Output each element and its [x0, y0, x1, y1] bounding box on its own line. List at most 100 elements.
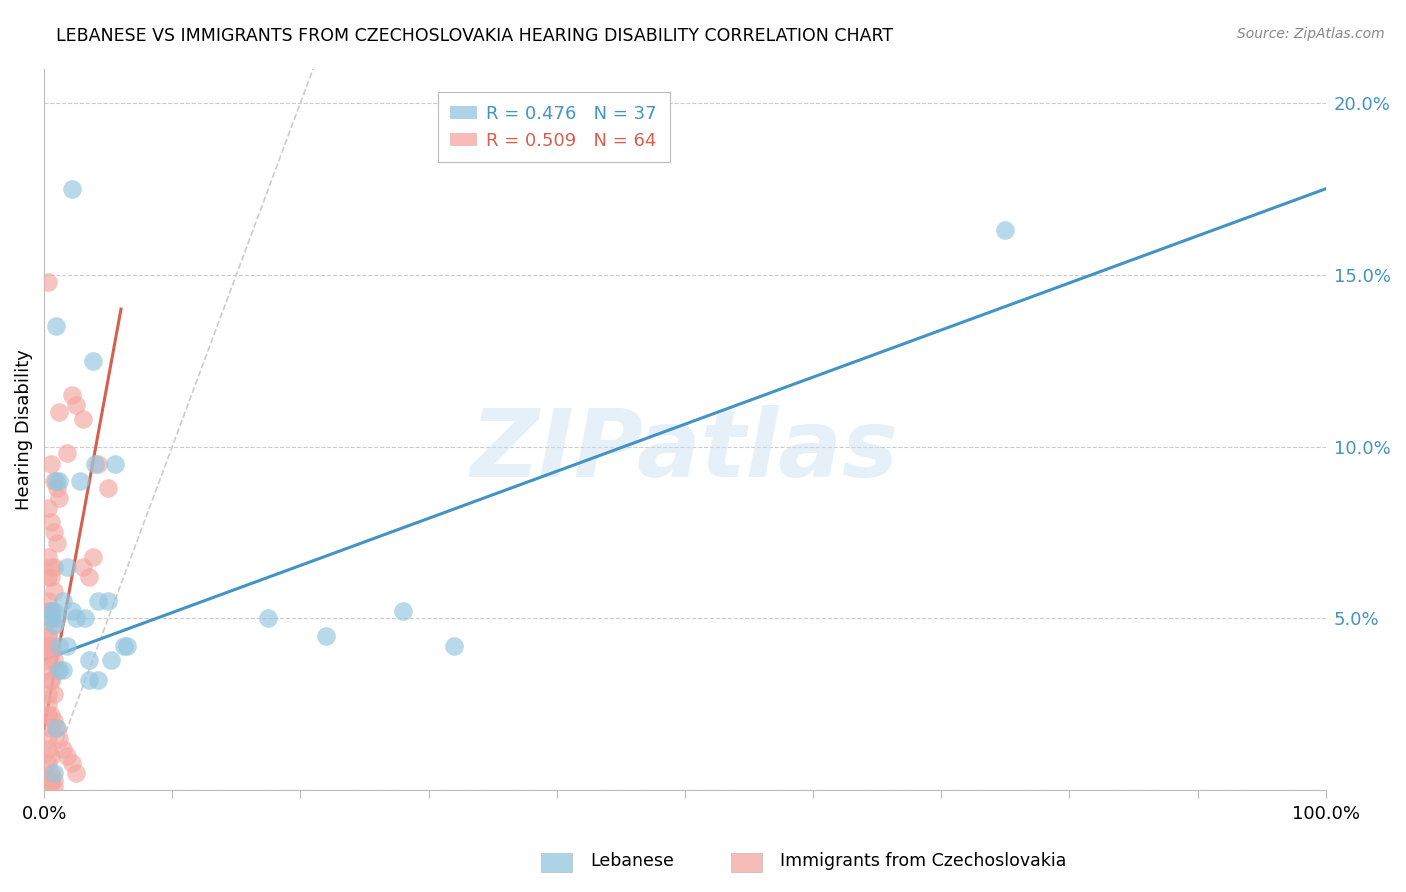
Point	[39, 707, 62, 722]
Text: LEBANESE VS IMMIGRANTS FROM CZECHOSLOVAKIA HEARING DISABILITY CORRELATION CHART: LEBANESE VS IMMIGRANTS FROM CZECHOSLOVAK…	[56, 27, 893, 45]
Point	[56, 446, 79, 460]
Point	[994, 223, 1017, 237]
Point	[39, 639, 62, 653]
Point	[37, 698, 59, 712]
Point	[39, 457, 62, 471]
Point	[82, 549, 104, 564]
Point	[37, 756, 59, 770]
Point	[65, 398, 87, 412]
Point	[44, 525, 66, 540]
Point	[44, 605, 66, 619]
Point	[45, 722, 67, 736]
Point	[48, 639, 70, 653]
Point	[37, 731, 59, 746]
Point	[112, 639, 135, 653]
Point	[44, 687, 66, 701]
Point	[315, 629, 337, 643]
Point	[72, 412, 94, 426]
Text: ZIPatlas: ZIPatlas	[471, 405, 898, 497]
Point	[39, 559, 62, 574]
Point	[100, 652, 122, 666]
Point	[37, 501, 59, 516]
Legend: R = 0.476   N = 37, R = 0.509   N = 64: R = 0.476 N = 37, R = 0.509 N = 64	[437, 92, 669, 162]
Point	[56, 639, 79, 653]
Point	[97, 481, 120, 495]
Point	[45, 722, 67, 736]
Point	[39, 611, 62, 625]
Point	[45, 611, 67, 625]
Y-axis label: Hearing Disability: Hearing Disability	[15, 349, 32, 510]
Point	[87, 457, 110, 471]
Point	[52, 663, 75, 677]
Point	[39, 748, 62, 763]
Point	[60, 605, 83, 619]
Point	[48, 491, 70, 505]
Point	[44, 618, 66, 632]
Point	[77, 570, 100, 584]
Point	[56, 559, 79, 574]
Point	[37, 687, 59, 701]
Point	[39, 605, 62, 619]
Text: Source: ZipAtlas.com: Source: ZipAtlas.com	[1237, 27, 1385, 41]
Point	[48, 474, 70, 488]
Point	[39, 639, 62, 653]
Point	[52, 742, 75, 756]
Point	[60, 182, 83, 196]
Point	[39, 776, 62, 790]
Point	[72, 559, 94, 574]
Point	[257, 611, 280, 625]
Point	[60, 388, 83, 402]
Point	[84, 457, 107, 471]
Point	[44, 714, 66, 729]
Point	[87, 673, 110, 688]
Point	[37, 707, 59, 722]
Point	[44, 559, 66, 574]
Point	[39, 646, 62, 660]
Point	[392, 605, 415, 619]
Point	[39, 673, 62, 688]
Point	[45, 535, 67, 549]
Point	[37, 629, 59, 643]
Point	[48, 663, 70, 677]
Point	[37, 742, 59, 756]
Point	[39, 722, 62, 736]
Point	[45, 663, 67, 677]
Point	[39, 611, 62, 625]
Point	[45, 319, 67, 334]
Point	[37, 772, 59, 787]
Point	[44, 780, 66, 794]
Point	[104, 457, 127, 471]
Point	[39, 673, 62, 688]
Point	[37, 275, 59, 289]
Text: Lebanese: Lebanese	[591, 852, 675, 870]
Point	[97, 594, 120, 608]
Text: Immigrants from Czechoslovakia: Immigrants from Czechoslovakia	[780, 852, 1067, 870]
Point	[37, 605, 59, 619]
Point	[52, 594, 75, 608]
Point	[77, 652, 100, 666]
Point	[69, 474, 91, 488]
Point	[44, 652, 66, 666]
Point	[117, 639, 139, 653]
Point	[82, 353, 104, 368]
Point	[37, 663, 59, 677]
Point	[37, 549, 59, 564]
Point	[60, 756, 83, 770]
Point	[87, 594, 110, 608]
Point	[39, 605, 62, 619]
Point	[77, 673, 100, 688]
Point	[39, 515, 62, 529]
Point	[44, 474, 66, 488]
Point	[45, 481, 67, 495]
Point	[37, 652, 59, 666]
Point	[44, 766, 66, 780]
Point	[75, 611, 97, 625]
Point	[37, 639, 59, 653]
Point	[48, 731, 70, 746]
Point	[37, 570, 59, 584]
Point	[443, 639, 465, 653]
Point	[65, 766, 87, 780]
Point	[48, 405, 70, 419]
Point	[44, 772, 66, 787]
Point	[44, 618, 66, 632]
